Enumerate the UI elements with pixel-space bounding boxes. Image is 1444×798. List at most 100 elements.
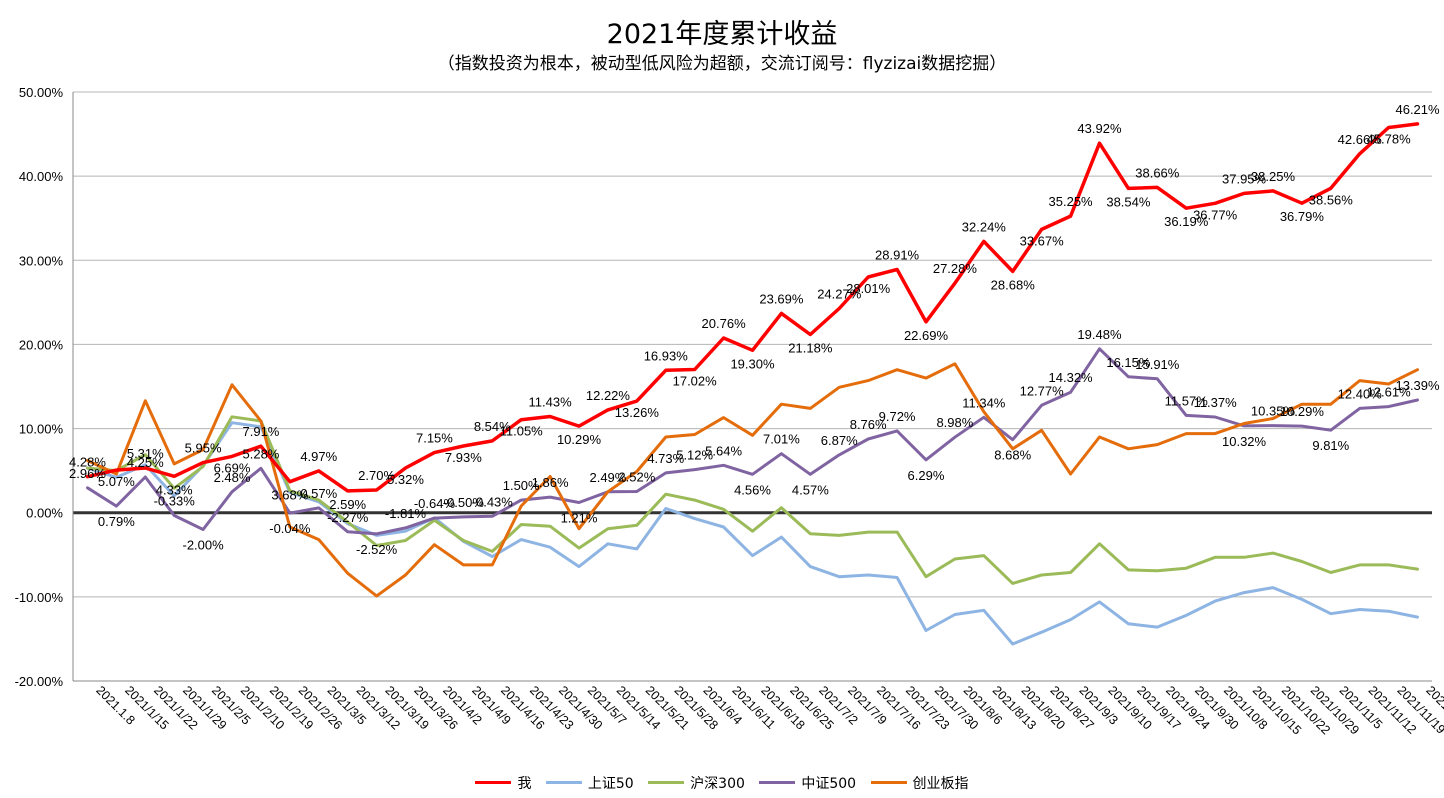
legend-item-zz500: 中证500 <box>759 773 856 793</box>
legend-swatch <box>545 781 582 784</box>
data-label: 16.15% <box>1106 355 1151 370</box>
data-label: 11.57% <box>1165 393 1209 408</box>
legend-item-mine: 我 <box>475 773 531 793</box>
data-label: 36.77% <box>1193 207 1238 222</box>
data-label: -0.64% <box>414 496 456 511</box>
data-label: 21.18% <box>788 340 833 355</box>
data-label: -0.50% <box>443 495 485 510</box>
data-label: 9.72% <box>879 409 916 424</box>
data-label: 0.79% <box>98 514 135 529</box>
data-label: -0.33% <box>154 493 196 508</box>
data-label: 46.21% <box>1395 102 1440 117</box>
data-label: 19.48% <box>1077 327 1122 342</box>
y-tick-label: 20.00% <box>19 337 64 352</box>
data-label: 43.92% <box>1077 121 1122 136</box>
data-label: 24.27% <box>817 286 862 301</box>
chart-subtitle: （指数投资为根本，被动型低风险为超额，交流订阅号：flyzizai数据挖掘） <box>437 54 1007 74</box>
legend-label: 我 <box>517 775 532 792</box>
data-label: 2.48% <box>214 470 251 485</box>
data-label: 22.69% <box>904 328 949 343</box>
data-label: 12.22% <box>586 388 631 403</box>
data-label: 11.34% <box>962 395 1006 410</box>
data-label: 14.32% <box>1049 370 1094 385</box>
y-tick-label: 10.00% <box>19 422 64 437</box>
data-label: 10.32% <box>1222 434 1267 449</box>
y-tick-label: 30.00% <box>19 253 64 268</box>
chart-legend: 我 上证50 沪深300 中证500 创业板指 <box>0 772 1444 793</box>
data-label: 1.21% <box>561 511 598 526</box>
data-label: 28.68% <box>991 277 1036 292</box>
data-label: 8.98% <box>936 415 973 430</box>
data-label: 1.50% <box>503 478 540 493</box>
data-label: 2.52% <box>618 470 655 485</box>
data-label: -1.81% <box>385 506 427 521</box>
data-label: 5.32% <box>387 472 424 487</box>
data-label: 12.40% <box>1338 386 1383 401</box>
data-label: 4.73% <box>647 451 684 466</box>
data-label: 10.35% <box>1251 404 1296 419</box>
data-label: 13.39% <box>1395 378 1440 393</box>
legend-label: 创业板指 <box>912 775 969 792</box>
data-label: 10.29% <box>557 432 602 447</box>
data-label: 4.57% <box>792 482 829 497</box>
data-label: -0.04% <box>269 521 311 536</box>
data-label: 5.07% <box>98 474 135 489</box>
legend-label: 中证500 <box>801 775 857 792</box>
data-label: 27.28% <box>933 261 978 276</box>
data-label: 2.70% <box>358 468 395 483</box>
data-label: 16.93% <box>644 348 689 363</box>
data-label: 0.57% <box>300 486 337 501</box>
data-label: -2.00% <box>183 538 225 553</box>
data-label: 8.76% <box>850 417 887 432</box>
data-label: 11.05% <box>500 424 544 439</box>
data-label: 4.56% <box>734 482 771 497</box>
legend-swatch <box>648 781 685 784</box>
data-label: 6.69% <box>214 460 251 475</box>
data-label: 19.30% <box>730 356 775 371</box>
data-label: 38.66% <box>1135 165 1180 180</box>
data-label: 28.91% <box>875 247 920 262</box>
data-label: 42.66% <box>1338 132 1383 147</box>
data-label: -2.52% <box>356 542 398 557</box>
data-label: 4.33% <box>156 482 193 497</box>
data-label: 5.64% <box>705 443 742 458</box>
data-label: 2.49% <box>589 470 626 485</box>
y-tick-label: 50.00% <box>19 85 64 100</box>
data-label: 6.29% <box>908 468 945 483</box>
legend-item-hs300: 沪深300 <box>648 773 745 793</box>
data-label: 2.96% <box>69 466 106 481</box>
data-label: 15.91% <box>1135 357 1180 372</box>
data-label: 5.28% <box>243 446 280 461</box>
data-label: 38.54% <box>1106 194 1151 209</box>
legend-swatch <box>759 781 796 784</box>
data-label: 8.54% <box>474 419 511 434</box>
data-label: 5.31% <box>127 446 164 461</box>
data-label: 9.81% <box>1312 438 1349 453</box>
series-line-上证50 <box>86 421 1419 646</box>
series-line-创业板指 <box>86 362 1419 598</box>
data-label: 4.28% <box>69 455 106 470</box>
data-label: 7.93% <box>445 450 482 465</box>
series-line-我 <box>85 122 1420 493</box>
data-label: 33.67% <box>1020 233 1065 248</box>
legend-label: 上证50 <box>587 775 634 792</box>
data-label: 3.68% <box>271 488 308 503</box>
data-label: 12.77% <box>1020 383 1065 398</box>
data-label: 4.97% <box>300 449 337 464</box>
data-label: 36.19% <box>1164 214 1209 229</box>
legend-item-cyb: 创业板指 <box>870 773 969 793</box>
data-label: 37.95% <box>1222 171 1267 186</box>
data-label: 6.87% <box>821 433 858 448</box>
data-label: 2.59% <box>329 497 366 512</box>
data-label: 23.69% <box>759 291 804 306</box>
data-label: 11.43% <box>529 395 573 410</box>
data-label: -0.43% <box>472 494 514 509</box>
data-label: 1.86% <box>532 475 569 490</box>
legend-swatch <box>475 781 512 784</box>
data-label: 20.76% <box>702 316 747 331</box>
legend-label: 沪深300 <box>690 775 745 792</box>
y-tick-label: 0.00% <box>26 506 63 521</box>
data-label: 32.24% <box>962 219 1007 234</box>
series-line-中证500 <box>86 347 1419 536</box>
